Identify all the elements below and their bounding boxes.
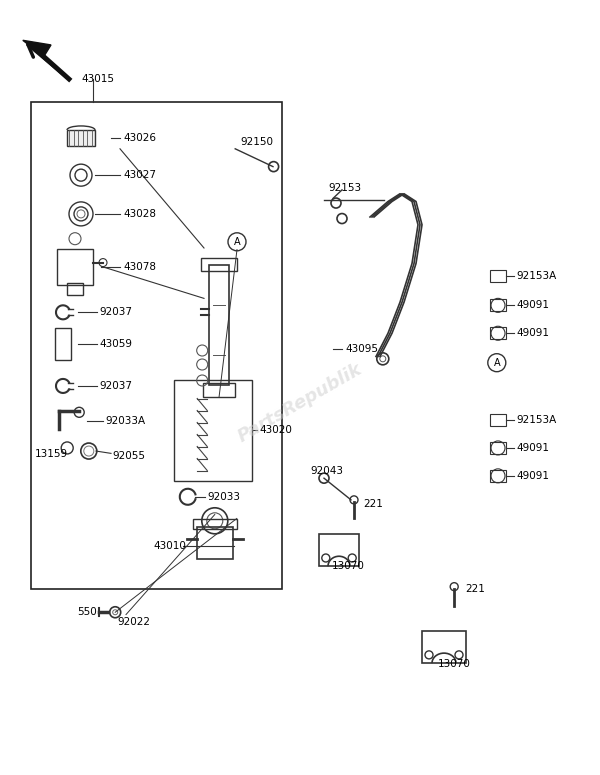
Text: 92022: 92022 (117, 618, 150, 627)
Bar (31, 102, 282, 589)
Text: 92043: 92043 (311, 467, 344, 476)
Text: 92055: 92055 (113, 452, 146, 461)
Bar (201, 257, 237, 271)
Bar (490, 299, 506, 312)
Bar (203, 384, 235, 398)
Text: 13070: 13070 (332, 561, 365, 570)
Text: 43010: 43010 (153, 542, 186, 551)
Bar (490, 270, 506, 282)
Text: 43078: 43078 (123, 262, 156, 271)
Text: 49091: 49091 (516, 471, 549, 480)
Text: 43028: 43028 (123, 209, 156, 219)
Bar (209, 266, 229, 385)
Bar (490, 327, 506, 339)
Text: 92033: 92033 (207, 492, 240, 501)
Text: 92153A: 92153A (516, 271, 556, 281)
Bar (67, 283, 83, 294)
Text: 13159: 13159 (35, 449, 68, 459)
Text: 43027: 43027 (123, 170, 156, 180)
Text: 13070: 13070 (438, 660, 471, 669)
Text: 92037: 92037 (99, 381, 132, 391)
Text: 43095: 43095 (345, 344, 378, 353)
Bar (490, 470, 506, 482)
Text: 92150: 92150 (240, 137, 273, 146)
Bar (193, 518, 237, 529)
Text: 43026: 43026 (123, 133, 156, 143)
Text: 43059: 43059 (99, 339, 132, 349)
Text: A: A (233, 237, 241, 246)
Bar (174, 380, 252, 480)
Text: 92037: 92037 (99, 308, 132, 317)
Polygon shape (23, 40, 51, 57)
Bar (490, 442, 506, 454)
Text: 92153: 92153 (329, 183, 362, 192)
Bar (67, 130, 95, 146)
Bar (490, 414, 506, 426)
Bar (319, 534, 359, 567)
Text: PartsRepublik: PartsRepublik (235, 360, 365, 446)
Text: 49091: 49091 (516, 443, 549, 453)
Text: 49091: 49091 (516, 329, 549, 338)
Bar (57, 249, 93, 284)
Text: 550: 550 (77, 608, 97, 617)
Text: 221: 221 (465, 584, 485, 594)
Text: 43020: 43020 (259, 425, 292, 435)
Bar (197, 526, 233, 559)
Bar (55, 328, 71, 360)
Text: 221: 221 (363, 499, 383, 508)
Bar (422, 631, 466, 663)
Text: 92033A: 92033A (105, 416, 145, 425)
Text: 43015: 43015 (81, 74, 114, 84)
Text: A: A (493, 358, 500, 367)
Text: 49091: 49091 (516, 301, 549, 310)
Text: 92153A: 92153A (516, 415, 556, 425)
